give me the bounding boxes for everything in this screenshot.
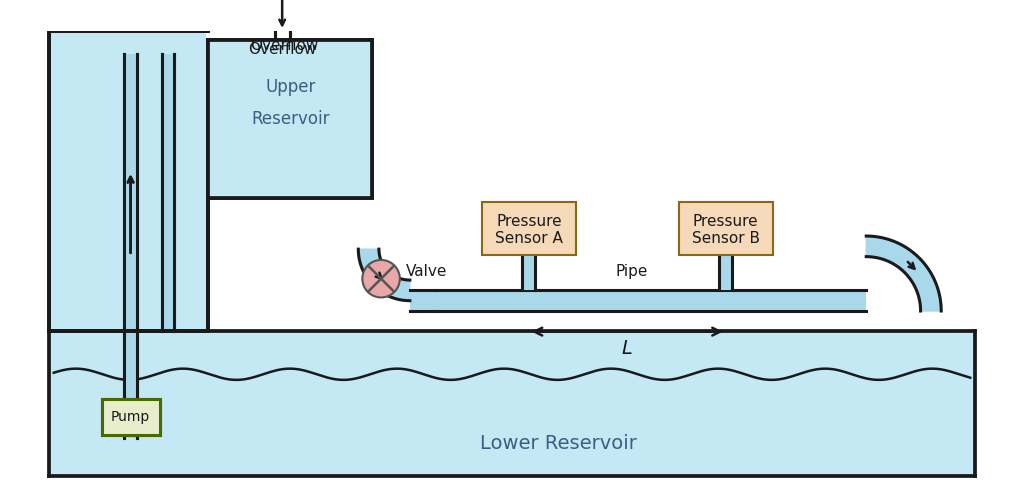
Text: Pipe: Pipe bbox=[615, 264, 648, 279]
Bar bbox=[410, 291, 435, 311]
Text: Overflow: Overflow bbox=[248, 42, 316, 57]
FancyBboxPatch shape bbox=[482, 202, 575, 255]
Text: Lower Reservoir: Lower Reservoir bbox=[480, 434, 637, 453]
Text: Pressure: Pressure bbox=[496, 214, 562, 229]
Text: Reservoir: Reservoir bbox=[251, 107, 330, 125]
Polygon shape bbox=[358, 249, 410, 301]
FancyBboxPatch shape bbox=[101, 399, 160, 435]
Bar bbox=[719, 253, 732, 291]
Bar bbox=[435, 291, 866, 311]
Bar bbox=[51, 33, 206, 329]
Text: Valve: Valve bbox=[406, 264, 446, 279]
Text: Overflow: Overflow bbox=[250, 38, 318, 53]
Bar bbox=[208, 40, 373, 197]
Text: Pressure: Pressure bbox=[693, 214, 759, 229]
Text: Reservoir: Reservoir bbox=[251, 110, 330, 128]
Bar bbox=[51, 31, 206, 331]
Circle shape bbox=[362, 260, 399, 297]
Text: Pump: Pump bbox=[111, 410, 151, 424]
Bar bbox=[51, 33, 205, 329]
Text: $L$: $L$ bbox=[622, 339, 633, 358]
FancyBboxPatch shape bbox=[101, 399, 160, 435]
Text: Upper: Upper bbox=[265, 78, 315, 97]
Text: Sensor A: Sensor A bbox=[495, 231, 563, 246]
Bar bbox=[163, 54, 174, 331]
Bar bbox=[208, 40, 373, 197]
Bar bbox=[163, 54, 174, 331]
Text: Sensor B: Sensor B bbox=[691, 231, 760, 246]
Text: Pump: Pump bbox=[111, 410, 151, 424]
Text: Upper: Upper bbox=[265, 78, 315, 97]
Bar bbox=[522, 253, 536, 291]
FancyBboxPatch shape bbox=[679, 202, 772, 255]
Bar bbox=[124, 54, 137, 439]
Bar bbox=[124, 54, 137, 439]
Bar bbox=[49, 331, 975, 476]
Polygon shape bbox=[866, 236, 941, 311]
